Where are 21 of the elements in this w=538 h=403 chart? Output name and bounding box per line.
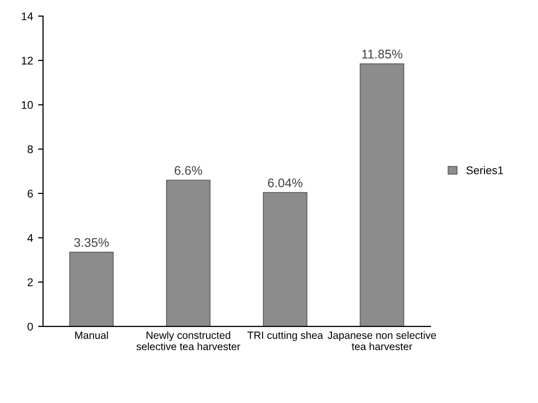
bar — [69, 252, 114, 326]
y-tick-label: 0 — [28, 322, 33, 331]
bar — [262, 192, 308, 326]
legend-label: Series1 — [466, 166, 504, 174]
y-tick-label: 10 — [22, 101, 33, 109]
bar — [360, 63, 404, 326]
y-tick-label: 12 — [22, 56, 33, 64]
y-tick-label: 2 — [28, 278, 33, 286]
y-tick-label: 6 — [28, 190, 33, 198]
bar — [166, 180, 211, 326]
x-tick-label: Manual — [75, 331, 108, 339]
data-label: 3.35% — [74, 238, 109, 247]
y-tick-label: 4 — [27, 234, 33, 242]
y-tick-label: 14 — [22, 12, 33, 20]
data-label: 6.6% — [174, 166, 202, 175]
x-tick-label: Newly constructed selective tea harvester — [136, 331, 240, 350]
x-tick-label: TRI cutting shea — [247, 331, 324, 341]
data-label: 6.04% — [268, 178, 302, 188]
y-tick-label: 8 — [28, 145, 33, 154]
data-label: 11.85% — [362, 50, 402, 59]
x-tick-label: Japanese non selective tea harvester — [328, 331, 436, 350]
